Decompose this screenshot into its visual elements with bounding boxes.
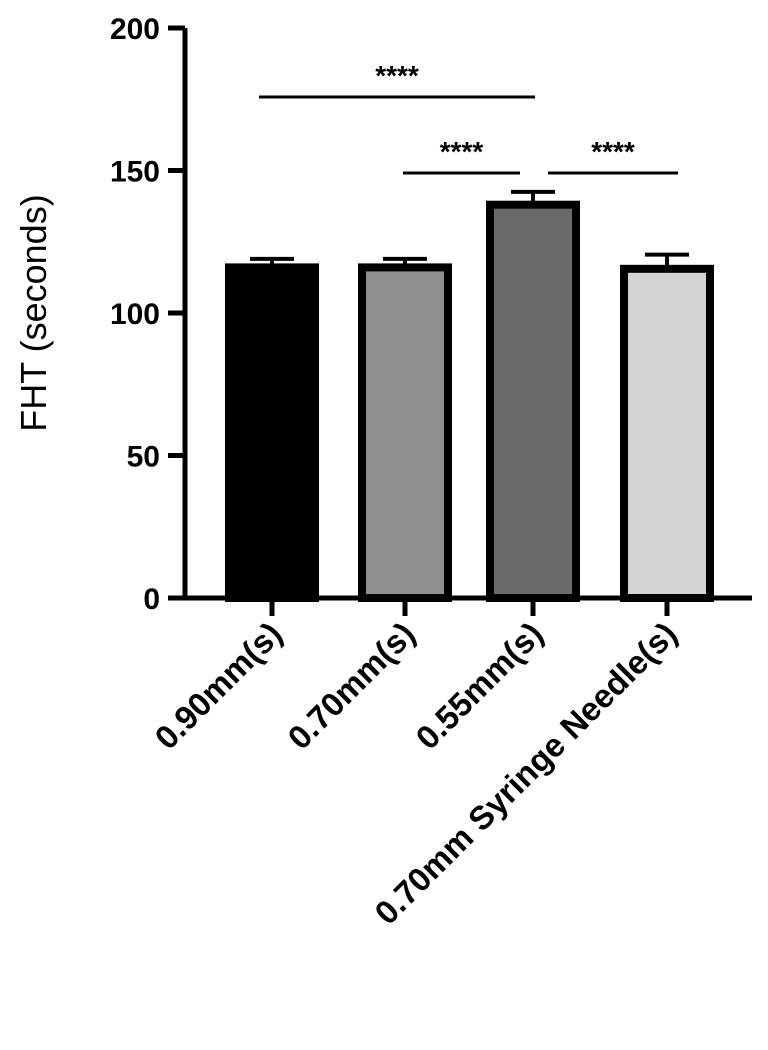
bar-1 <box>225 263 319 602</box>
y-tick-label: 0 <box>143 583 160 616</box>
y-tick-label: 200 <box>110 13 160 46</box>
y-axis-label: FHT (seconds) <box>13 194 54 431</box>
significance-label-3: **** <box>591 136 635 167</box>
category-label-1: 0.90mm(s) <box>147 615 289 757</box>
error-bars-group <box>250 189 689 269</box>
significance-label-2: **** <box>440 136 484 167</box>
significance-label-1: **** <box>375 60 419 91</box>
bar-2 <box>358 263 452 602</box>
y-tick-label: 100 <box>110 298 160 331</box>
y-ticks-group: 0 50 100 150 200 <box>110 13 185 616</box>
bar-4 <box>620 264 714 602</box>
y-tick-label: 50 <box>127 441 160 474</box>
y-tick-label: 150 <box>110 156 160 189</box>
significance-group: **** **** **** <box>259 60 678 175</box>
bar-3 <box>486 200 580 602</box>
x-ticks-group: 0.90mm(s)0.70mm(s)0.55mm(s)0.70mm Syring… <box>147 598 684 931</box>
bars-group <box>225 200 714 602</box>
category-label-2: 0.70mm(s) <box>280 615 422 757</box>
category-label-3: 0.55mm(s) <box>408 615 550 757</box>
